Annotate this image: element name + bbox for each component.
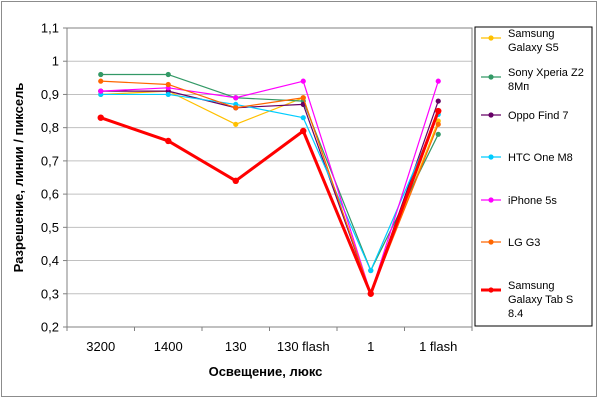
series-line	[100, 73, 439, 272]
data-point	[232, 177, 239, 185]
y-tick-label: 0,9	[41, 87, 59, 102]
legend: Samsung Galaxy S5 Sony Xperia Z2 8Мп Oppo Fi…	[474, 26, 593, 327]
legend-label: Galaxy S5	[508, 42, 559, 54]
y-tick-label: 0,3	[41, 286, 59, 301]
y-axis-title: Разрешение, линии / пиксель	[11, 83, 26, 273]
series	[98, 88, 441, 297]
y-tick-label: 0,4	[41, 253, 59, 268]
data-point	[367, 290, 374, 297]
y-tick-label: 0,6	[41, 187, 59, 202]
series-layer	[97, 71, 442, 297]
data-point	[165, 91, 171, 98]
data-point	[98, 71, 104, 78]
data-point	[233, 95, 239, 101]
legend-label: Samsung	[508, 280, 554, 292]
legend-marker	[488, 239, 494, 245]
legend-label: 8.4	[508, 308, 523, 320]
legend-label: Oppo Find 7	[508, 110, 569, 122]
x-axis-ticks: 3200 1400 130 130 flash 1 1 flash	[66, 327, 473, 354]
data-point	[368, 267, 374, 274]
legend-entry: Samsung Galaxy S5	[481, 28, 559, 54]
x-tick-label: 3200	[86, 339, 115, 354]
legend-label: 8Мп	[508, 81, 529, 93]
x-axis-title: Освещение, люкс	[209, 364, 323, 379]
legend-marker	[488, 74, 494, 80]
data-point	[435, 107, 442, 115]
legend-entry: Samsung Galaxy Tab S 8.4	[481, 280, 573, 320]
data-point	[435, 131, 441, 137]
data-point	[165, 81, 171, 88]
data-point	[233, 105, 239, 111]
legend-label: iPhone 5s	[508, 195, 557, 207]
legend-label: Galaxy Tab S	[508, 294, 573, 306]
y-tick-label: 0,2	[41, 320, 59, 335]
data-point	[165, 137, 172, 145]
data-point	[300, 127, 307, 135]
data-point	[300, 95, 306, 101]
series-line	[100, 110, 440, 296]
y-tick-label: 1,1	[41, 21, 59, 36]
legend-entry: iPhone 5s	[481, 195, 557, 207]
data-point	[165, 71, 171, 78]
y-tick-label: 0,7	[41, 153, 59, 168]
legend-marker	[488, 112, 494, 118]
grid-lines	[67, 27, 472, 295]
series-line	[100, 80, 439, 295]
x-tick-label: 1 flash	[419, 339, 457, 354]
data-point	[98, 78, 104, 84]
data-point	[97, 114, 104, 121]
data-point	[435, 98, 441, 104]
data-point	[98, 88, 104, 94]
series-line	[100, 90, 439, 295]
legend-entry: Sony Xperia Z2 8Мп	[481, 67, 584, 93]
y-tick-label: 0,8	[41, 120, 59, 135]
legend-label: Sony Xperia Z2	[508, 67, 584, 79]
y-tick-label: 0,5	[41, 220, 59, 235]
x-tick-label: 1400	[154, 339, 183, 354]
data-point	[435, 121, 441, 127]
y-tick-label: 1	[52, 54, 59, 69]
series-line	[100, 90, 439, 295]
legend-marker	[488, 154, 494, 160]
x-tick-label: 130	[225, 339, 247, 354]
legend-label: Samsung	[508, 28, 554, 40]
x-tick-label: 1	[367, 339, 374, 354]
legend-label: HTC One M8	[508, 152, 573, 164]
legend-entry: HTC One M8	[481, 152, 573, 164]
x-tick-label: 130 flash	[277, 339, 330, 354]
legend-marker	[488, 197, 494, 203]
data-point	[300, 78, 306, 84]
data-point	[300, 115, 306, 121]
series-line	[100, 93, 439, 272]
y-axis-ticks: 0,2 0,3 0,4 0,5 0,6 0,7 0,8 0,9 1 1,1	[41, 21, 67, 335]
series-line	[100, 80, 439, 295]
series	[98, 88, 441, 297]
data-point	[435, 78, 441, 84]
legend-entry: Oppo Find 7	[481, 110, 569, 122]
legend-entry: LG G3	[481, 237, 540, 249]
data-point	[233, 121, 239, 127]
legend-marker	[488, 287, 494, 293]
legend-label: LG G3	[508, 237, 540, 249]
legend-marker	[488, 35, 494, 41]
series	[97, 107, 442, 297]
